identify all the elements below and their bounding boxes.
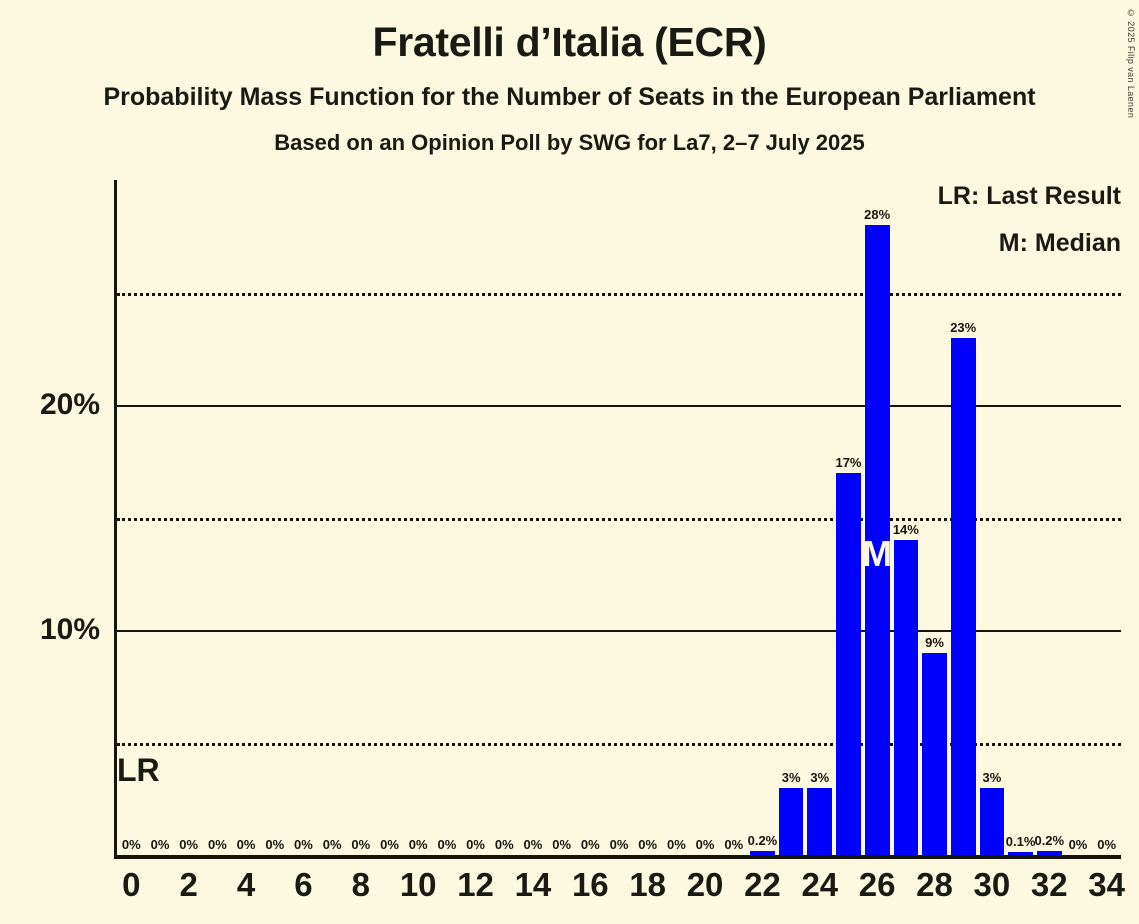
last-result-marker: LR (117, 751, 160, 788)
page-title: Fratelli d’Italia (ECR) (372, 19, 767, 65)
x-axis-tick-label: 10 (399, 866, 437, 903)
y-axis-labels: 10% 20% (0, 180, 110, 855)
bar (778, 787, 804, 855)
x-axis-tick-label: 16 (571, 866, 609, 903)
bar-value-label: 17% (835, 454, 862, 470)
bar-value-label: 0% (1097, 837, 1117, 852)
copyright-notice: © 2025 Filip van Laenen (1126, 8, 1136, 119)
bar-value-label: 0% (695, 837, 715, 852)
bar-value-label: 0% (150, 837, 170, 852)
bar-value-label: 28% (864, 207, 891, 222)
bar-value-label: 0% (437, 837, 457, 852)
bar-value-label: 0% (523, 837, 543, 852)
gridline-dotted (117, 292, 1121, 296)
x-axis-tick-label: 22 (744, 866, 781, 903)
bar (836, 472, 861, 855)
legend-item-last-result: LR: Last Result (937, 182, 1121, 210)
bar-value-label: 0% (236, 837, 256, 852)
bar-value-label: 0% (494, 837, 514, 852)
bar (807, 787, 833, 855)
bar (1008, 852, 1033, 855)
median-marker: M (862, 532, 893, 574)
bar-value-label: 0.2% (1034, 832, 1065, 848)
bar-value-label: 0% (265, 837, 285, 852)
bar-value-label: 0% (666, 837, 686, 852)
y-axis-line (114, 180, 117, 859)
x-axis-tick-label: 28 (916, 866, 953, 903)
gridline-dotted (117, 517, 1121, 521)
gridline-dotted (117, 742, 1121, 746)
x-axis-tick-label: 24 (801, 866, 839, 903)
bar-value-label: 23% (950, 319, 977, 335)
x-axis-tick-label: 6 (294, 866, 313, 903)
legend-item-median: M: Median (998, 229, 1121, 257)
bar-value-label: 0.1% (1005, 834, 1036, 849)
chart-source-note: Based on an Opinion Poll by SWG for La7,… (274, 130, 865, 155)
bar-value-label: 0% (638, 837, 658, 852)
bar-value-label: 3% (781, 769, 801, 785)
x-axis-tick-label: 34 (1088, 866, 1126, 903)
x-axis-line (114, 855, 1121, 859)
x-axis-tick-label: 18 (629, 866, 667, 903)
x-axis-labels: 0 2 4 6 8 10 12 14 16 18 20 22 24 26 28 30 32 34 (117, 866, 1125, 916)
chart-subtitle: Probability Mass Function for the Number… (103, 83, 1036, 111)
bar-value-label: 0% (121, 837, 141, 852)
bar-value-label: 0% (294, 837, 313, 852)
x-axis-tick-label: 2 (179, 866, 198, 903)
bar-value-label: 0% (1068, 837, 1088, 852)
x-axis-tick-label: 14 (514, 866, 552, 903)
bar (750, 850, 775, 855)
bar-value-label: 14% (892, 522, 919, 537)
bar-value-label: 0% (609, 837, 629, 852)
x-axis-tick-label: 30 (973, 866, 1011, 903)
x-axis-tick-label: 26 (858, 866, 896, 903)
bar-value-label: 3% (810, 769, 830, 785)
x-axis-tick-label: 20 (686, 866, 724, 903)
bar-value-label: 0% (724, 837, 744, 852)
gridline-solid (117, 405, 1121, 407)
x-axis-tick-label: 12 (457, 866, 494, 903)
bar-value-label: 0% (580, 837, 600, 852)
bar-value-label: 0.2% (747, 832, 778, 848)
bar-value-label: 0% (552, 837, 572, 852)
bar-value-label: 0% (322, 837, 342, 852)
bar-value-label: 9% (925, 634, 944, 650)
bar (979, 787, 1005, 855)
bar (1036, 850, 1062, 855)
bar (922, 652, 947, 855)
bar-value-label: 0% (207, 837, 227, 852)
bar-value-label: 0% (466, 837, 485, 852)
bar-value-label: 0% (179, 837, 199, 852)
title-block: Fratelli d’Italia (ECR) Probability Mass… (0, 0, 1139, 154)
bar-value-label: 3% (982, 769, 1002, 785)
x-axis-tick-label: 0 (122, 866, 141, 903)
bar (893, 540, 919, 855)
bar-value-label: 0% (351, 837, 371, 852)
bar (864, 225, 890, 855)
bar-value-label: 0% (380, 837, 399, 852)
gridline-solid (117, 630, 1121, 632)
bar-value-label: 0% (408, 837, 428, 852)
bar (950, 337, 976, 855)
plot-area: 0% 0% 0% 0% 0% 0% 0% 0% 0% 0% 0% 0% 0% 0% 0% 0% 0% 0% 0% 0%… (114, 180, 1121, 859)
legend: LR: Last Result M: Median (938, 184, 1121, 278)
y-axis-tick-label: 10% (39, 613, 100, 646)
x-axis-tick-label: 32 (1030, 866, 1068, 903)
x-axis-tick-label: 8 (351, 866, 371, 903)
x-axis-tick-label: 4 (236, 866, 256, 903)
y-axis-tick-label: 20% (39, 388, 100, 421)
